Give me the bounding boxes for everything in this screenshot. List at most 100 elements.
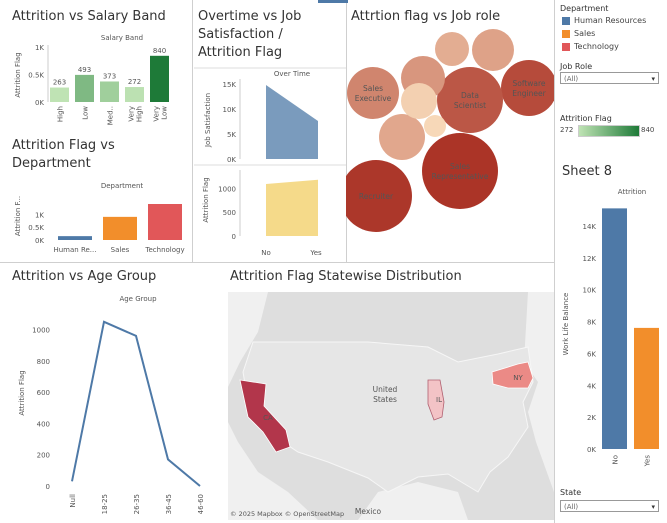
ocean xyxy=(524,292,554,492)
tick-label: 10K xyxy=(583,287,597,295)
tick-label: 8K xyxy=(587,319,596,327)
data-label: 263 xyxy=(53,79,66,87)
tick-label: 6K xyxy=(587,350,596,358)
chevron-down-icon: ▾ xyxy=(651,503,655,511)
tick-label: Yes xyxy=(309,249,322,257)
age-group-chart: Age Group Attrition Flag 0 200 400 600 800 1000… xyxy=(18,295,205,514)
tick-label: 12K xyxy=(583,255,597,263)
bubble-label: Data xyxy=(461,91,479,100)
tick-label: 0K xyxy=(587,446,596,454)
tick-label: Very xyxy=(153,106,161,122)
axis-title: Age Group xyxy=(119,295,157,303)
tick-label: 36-45 xyxy=(165,494,173,514)
tick-label: 0K xyxy=(227,156,236,164)
bubble-label: Representative xyxy=(432,172,489,181)
tick-label: Low xyxy=(161,106,169,120)
state-filter-title: State xyxy=(560,488,582,497)
bar xyxy=(103,216,137,240)
overtime-title-line1: Overtime vs Job xyxy=(198,9,302,24)
axis-label-y: Attrition F... xyxy=(14,196,22,236)
legend-swatch xyxy=(562,42,570,51)
state-filter-value: (All) xyxy=(564,503,579,511)
legend-item-sales[interactable]: Sales xyxy=(562,29,595,38)
tick-label: 500 xyxy=(223,209,236,217)
bubble xyxy=(435,32,469,66)
line-series xyxy=(71,320,201,487)
legend-item-human-resources[interactable]: Human Resources xyxy=(562,16,646,25)
tick-label: Med.. xyxy=(107,106,115,125)
divider xyxy=(192,0,193,262)
tick-label: Technology xyxy=(144,246,184,254)
tick-label: 2K xyxy=(587,414,596,422)
tick-label: 0 xyxy=(46,483,50,491)
bar xyxy=(148,204,182,240)
axis-title: Attrition xyxy=(618,188,646,196)
tick-label: High xyxy=(57,106,65,122)
tick-label: 0K xyxy=(35,99,44,107)
legend-item-technology[interactable]: Technology xyxy=(562,42,619,51)
bubble-label: Executive xyxy=(355,94,392,103)
data-label: 272 xyxy=(128,78,141,86)
attrition-legend-min: 272 xyxy=(560,126,574,134)
data-label: 373 xyxy=(103,72,116,80)
sheet8-title: Sheet 8 xyxy=(562,164,612,179)
ocean xyxy=(228,292,268,387)
axis-title: Salary Band xyxy=(101,34,143,42)
tick-label: Human Re... xyxy=(53,246,96,254)
tick-label: No xyxy=(612,455,620,465)
legend-label: Technology xyxy=(574,42,619,51)
tick-label: Very xyxy=(128,106,136,122)
tick-label: 0.5K xyxy=(28,224,44,232)
attrition-legend-max: 840 xyxy=(641,126,655,134)
bubble xyxy=(437,67,503,133)
axis-label-y: Work Life Balance xyxy=(562,293,570,356)
tick-label: Low xyxy=(82,106,90,120)
tick-label: 4K xyxy=(587,382,596,390)
ocean xyxy=(228,422,318,520)
tick-label: Sales xyxy=(111,246,130,254)
department-title-line1: Attrition Flag vs xyxy=(12,138,115,153)
tick-label: 1K xyxy=(35,44,44,52)
bubble-label: Sales xyxy=(363,84,383,93)
divider xyxy=(554,0,555,523)
attrition-color-ramp xyxy=(578,125,640,137)
state-filter-dropdown[interactable]: (All) ▾ xyxy=(560,500,659,512)
tick-label: 0K xyxy=(35,237,44,245)
bubble-label: Engineer xyxy=(512,89,546,98)
tick-label: 600 xyxy=(37,389,50,397)
tick-label: 0.5K xyxy=(28,72,44,80)
bar xyxy=(100,81,119,102)
overtime-title-line3: Attrition Flag xyxy=(198,45,283,60)
bar xyxy=(50,87,69,102)
jobrole-filter-dropdown[interactable]: (All) ▾ xyxy=(560,72,659,84)
tick-label: 800 xyxy=(37,358,50,366)
department-chart: Department Attrition F... 0K 0.5K 1K Human Re… xyxy=(14,182,185,254)
attrition-legend-title: Attrition Flag xyxy=(560,114,612,123)
tick-label: Yes xyxy=(644,455,652,468)
bubble xyxy=(501,60,554,116)
axis-label-y: Attrition Flag xyxy=(14,52,22,97)
state-ca xyxy=(239,379,291,453)
country-label: United xyxy=(373,385,398,394)
salary-chart-title: Attrition vs Salary Band xyxy=(12,9,166,24)
bubble xyxy=(472,29,514,71)
top-accent xyxy=(318,0,348,3)
gulf xyxy=(358,482,468,520)
bubble xyxy=(401,83,437,119)
jobrole-chart-title: Attrtion flag vs Job role xyxy=(351,9,501,24)
state-label: NY xyxy=(513,374,523,382)
state-label: CA xyxy=(263,414,273,422)
state-label: IL xyxy=(436,396,442,404)
tick-label: 400 xyxy=(37,420,50,428)
tick-label: Null xyxy=(69,494,77,508)
tick-label: 1K xyxy=(35,211,44,219)
legend-label: Sales xyxy=(574,29,596,38)
bubble-label: Scientist xyxy=(454,101,486,110)
tick-label: 15K xyxy=(223,81,237,89)
tick-label: 200 xyxy=(37,452,50,460)
chevron-down-icon: ▾ xyxy=(651,75,655,83)
jobrole-filter-title: Job Role xyxy=(560,62,593,71)
tick-label: 10K xyxy=(223,106,237,114)
